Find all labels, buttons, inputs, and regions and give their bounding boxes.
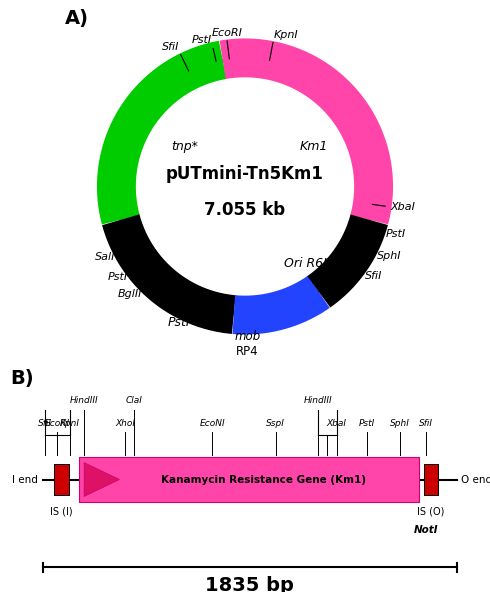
Text: mob: mob bbox=[234, 330, 261, 343]
Text: KpnI: KpnI bbox=[60, 419, 80, 428]
Text: tnp*: tnp* bbox=[172, 140, 198, 153]
Bar bbox=[424, 464, 438, 496]
Text: PstI: PstI bbox=[359, 419, 375, 428]
Text: PstI: PstI bbox=[192, 35, 212, 45]
Text: XbaI: XbaI bbox=[327, 419, 347, 428]
Text: 1835 bp: 1835 bp bbox=[205, 576, 294, 592]
Text: SalI: SalI bbox=[95, 252, 116, 262]
Text: Kanamycin Resistance Gene (Km1): Kanamycin Resistance Gene (Km1) bbox=[161, 475, 366, 484]
Text: IS (O): IS (O) bbox=[417, 507, 444, 516]
Text: EcoRI: EcoRI bbox=[44, 419, 70, 428]
Text: BglII: BglII bbox=[118, 289, 142, 299]
Text: ClaI: ClaI bbox=[126, 396, 143, 406]
Text: NotI: NotI bbox=[414, 525, 439, 535]
Text: IS (I): IS (I) bbox=[50, 507, 73, 516]
Text: HindIII: HindIII bbox=[304, 396, 332, 406]
Bar bbox=[54, 464, 69, 496]
Text: EcoRI: EcoRI bbox=[211, 28, 242, 38]
Text: 7.055 kb: 7.055 kb bbox=[204, 201, 286, 218]
Text: SphI: SphI bbox=[391, 419, 410, 428]
Text: SfiI: SfiI bbox=[365, 271, 383, 281]
Text: B): B) bbox=[10, 369, 33, 388]
Text: A): A) bbox=[65, 9, 89, 28]
Text: Km1: Km1 bbox=[300, 140, 328, 153]
Text: SfiI: SfiI bbox=[162, 43, 180, 53]
Text: XbaI: XbaI bbox=[390, 202, 415, 212]
Text: SfiI: SfiI bbox=[419, 419, 433, 428]
Text: HindIII: HindIII bbox=[70, 396, 98, 406]
Text: KpnI: KpnI bbox=[273, 30, 298, 40]
Text: SspI: SspI bbox=[266, 419, 285, 428]
Text: EcoNI: EcoNI bbox=[199, 419, 225, 428]
Text: Apʳ: Apʳ bbox=[136, 268, 155, 281]
Text: PstI: PstI bbox=[107, 272, 127, 282]
Text: pUTmini-Tn5Km1: pUTmini-Tn5Km1 bbox=[166, 165, 324, 182]
Text: SphI: SphI bbox=[377, 251, 401, 260]
Text: O end: O end bbox=[462, 475, 490, 484]
Text: PstI: PstI bbox=[168, 316, 191, 329]
Text: Ori R6K: Ori R6K bbox=[284, 257, 331, 270]
Text: SfiI: SfiI bbox=[38, 419, 51, 428]
Bar bbox=[79, 457, 419, 502]
Polygon shape bbox=[84, 463, 120, 496]
Text: PstI: PstI bbox=[385, 229, 405, 239]
Text: RP4: RP4 bbox=[236, 345, 259, 358]
Text: I end: I end bbox=[12, 475, 38, 484]
Text: XhoI: XhoI bbox=[115, 419, 135, 428]
